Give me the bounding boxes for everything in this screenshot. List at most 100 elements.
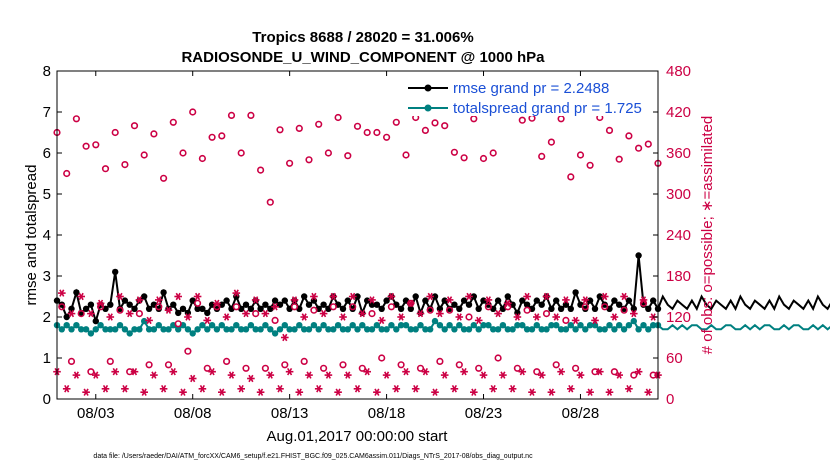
totalspread-point [640, 322, 647, 329]
rmse-point [519, 297, 526, 304]
totalspread-point [145, 326, 153, 333]
assimilated-06z-18z-point [513, 313, 522, 321]
possible-00z-12z-point [218, 132, 226, 140]
assimilated-06z-18z-point [261, 309, 270, 318]
y-axis-label-left: rmse and totalspread [23, 165, 40, 306]
rmse-point [73, 289, 80, 296]
possible-00z-12z-point [538, 152, 546, 160]
possible-00z-12z-point [373, 128, 381, 137]
rmse-point [456, 305, 463, 312]
possible-06z-18z-point [571, 364, 580, 372]
rmse-point [397, 305, 405, 312]
rmse-point [475, 305, 482, 312]
totalspread-point [175, 326, 182, 333]
totalspread-point [519, 322, 526, 329]
assimilated-00z-12z-point [62, 385, 71, 393]
assimilated-00z-12z-point [489, 385, 497, 393]
rmse-point [645, 305, 652, 312]
totalspread-point [281, 322, 288, 329]
legend-marker-totalspread [424, 104, 432, 112]
possible-06z-18z-point [610, 368, 619, 376]
possible-06z-18z-point [261, 364, 270, 372]
rmse-point [460, 297, 468, 304]
possible-00z-12z-point [392, 118, 400, 126]
rmse-point [344, 297, 351, 304]
rmse-point [179, 305, 187, 312]
rmse-point [271, 297, 279, 304]
assimilated-00z-12z-point [644, 388, 653, 396]
assimilated-06z-18z-point [445, 296, 454, 304]
assimilated-00z-12z-point [499, 371, 507, 379]
possible-00z-12z-point [625, 132, 633, 140]
assimilated-00z-12z-point [314, 385, 323, 393]
y-tick-label-right: 180 [666, 268, 691, 285]
assimilated-00z-12z-point [188, 374, 197, 383]
assimilated-06z-18z-point [67, 309, 76, 318]
rmse-point [354, 293, 361, 300]
possible-00z-12z-point [518, 116, 526, 124]
totalspread-point [451, 326, 458, 333]
totalspread-point [553, 322, 560, 329]
assimilated-00z-12z-point [479, 371, 488, 379]
assimilated-00z-12z-point [373, 388, 381, 396]
possible-06z-18z-point [397, 361, 405, 369]
assimilated-00z-12z-point [150, 371, 158, 379]
assimilated-06z-18z-point [358, 309, 367, 318]
totalspread-point [650, 322, 657, 329]
plot-area [53, 104, 830, 396]
totalspread-point [412, 326, 419, 333]
assimilated-00z-12z-point [344, 371, 352, 379]
totalspread-point [257, 326, 264, 333]
assimilated-00z-12z-point [586, 388, 594, 396]
legend-label-rmse: rmse grand pr = 2.2488 [453, 80, 609, 97]
possible-06z-18z-point [203, 364, 211, 372]
possible-06z-18z-point [494, 354, 502, 362]
possible-06z-18z-point [145, 361, 153, 369]
totalspread-point [470, 322, 477, 329]
chart-title: Tropics 8688 / 28020 = 31.006% [252, 29, 473, 46]
totalspread-point [58, 326, 65, 333]
possible-00z-12z-point [644, 140, 652, 148]
assimilated-06z-18z-point [213, 299, 221, 307]
possible-06z-18z-point [358, 364, 366, 372]
assimilated-00z-12z-point [159, 385, 168, 393]
x-axis-label: Aug.01,2017 00:00:00 start [267, 428, 449, 445]
totalspread-point [557, 326, 565, 333]
totalspread-point [533, 322, 540, 329]
rmse-point [383, 297, 390, 304]
assimilated-06z-18z-point [106, 313, 115, 321]
assimilated-00z-12z-point [295, 388, 304, 396]
rmse-point [441, 297, 448, 304]
rmse-point [480, 297, 487, 304]
y-tick-label-right: 300 [666, 186, 691, 203]
totalspread-point [320, 322, 327, 329]
possible-00z-12z-point [460, 154, 468, 162]
data-file-footer: data file: /Users/raeder/DAI/ATM_forcXX/… [93, 453, 533, 460]
assimilated-00z-12z-point [450, 385, 459, 393]
assimilated-00z-12z-point [547, 388, 556, 396]
possible-06z-18z-point [329, 303, 337, 311]
rmse-point [431, 293, 439, 300]
rmse-point [548, 305, 555, 312]
totalspread-point [325, 326, 332, 333]
rmse-point [199, 305, 206, 312]
rmse-point [591, 305, 599, 312]
rmse-point [107, 301, 114, 308]
assimilated-00z-12z-point [324, 371, 333, 379]
possible-00z-12z-point [605, 126, 614, 134]
totalspread-point [218, 322, 225, 329]
possible-00z-12z-point [150, 130, 158, 138]
totalspread-point [315, 326, 322, 333]
totalspread-point [417, 322, 424, 329]
assimilated-06z-18z-point [630, 309, 638, 318]
assimilated-00z-12z-point [92, 371, 100, 379]
totalspread-point [247, 322, 255, 329]
x-tick-label: 08/28 [562, 405, 600, 422]
series-assimilated-00z-12z [53, 368, 662, 396]
assimilated-06z-18z-point [503, 299, 512, 307]
y-tick-label-left: 2 [43, 309, 51, 326]
possible-06z-18z-point [67, 357, 76, 366]
assimilated-00z-12z-point [576, 371, 585, 379]
rmse-line [56, 255, 830, 325]
